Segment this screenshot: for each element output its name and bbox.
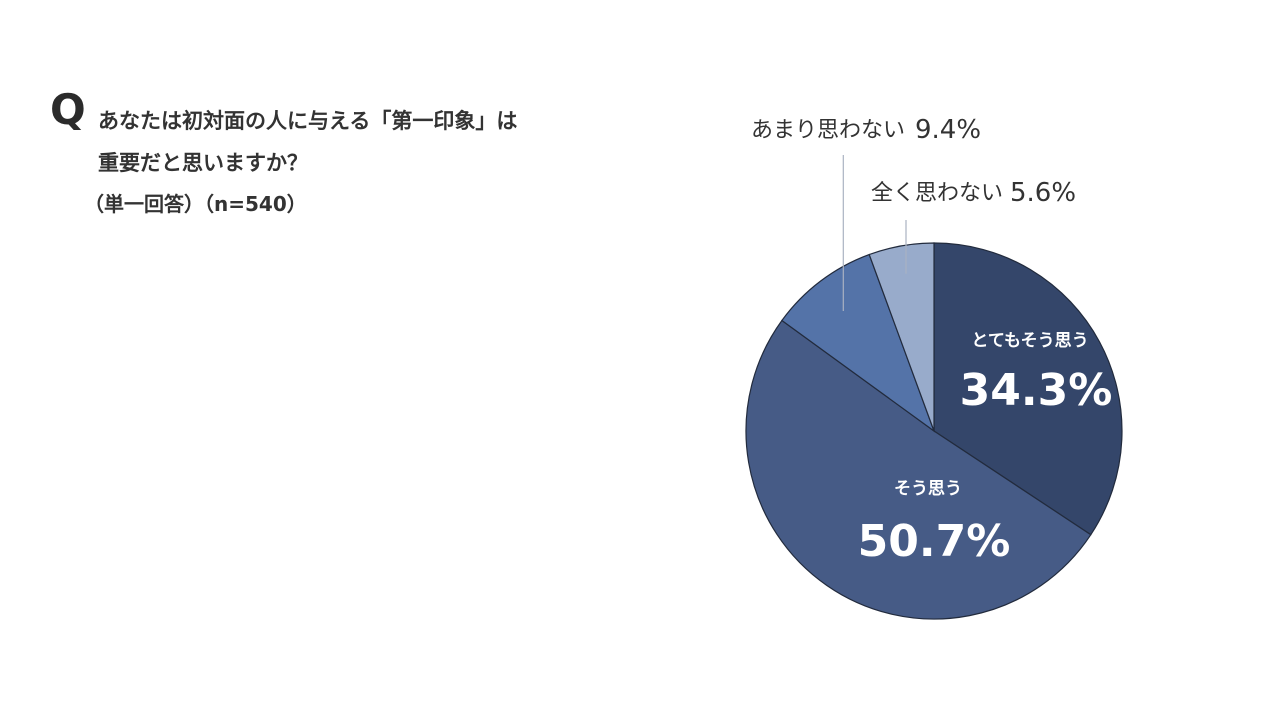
- pie-slice-mattaku-omowanai: [868, 242, 935, 432]
- slice-value-sou: 50.7%: [858, 516, 1011, 567]
- pie-slice-sou-omou: [745, 319, 1092, 620]
- slice-label-amari: あまり思わない: [751, 118, 905, 143]
- slice-value-totemo: 34.3%: [960, 365, 1113, 416]
- question-text: あなたは初対面の人に与える「第一印象」は 重要だと思いますか？ （単一回答）（n…: [84, 100, 658, 224]
- pie-slice-amari-omowanai: [781, 253, 936, 433]
- question-line-2: 重要だと思いますか？: [98, 151, 308, 175]
- pie-slices: [745, 242, 1123, 620]
- slice-value-amari: 9.4%: [915, 115, 981, 145]
- slice-label-mattaku: 全く思わない: [871, 181, 1003, 206]
- pie-callouts: [842, 155, 907, 311]
- slice-label-sou: そう思う: [894, 479, 962, 499]
- question-note: （単一回答）（n=540）: [84, 192, 307, 216]
- question-line-1: あなたは初対面の人に与える「第一印象」は: [98, 109, 518, 133]
- slice-value-mattaku: 5.6%: [1010, 178, 1076, 208]
- question-mark: Q: [50, 85, 86, 134]
- slice-label-totemo: とてもそう思う: [971, 331, 1088, 351]
